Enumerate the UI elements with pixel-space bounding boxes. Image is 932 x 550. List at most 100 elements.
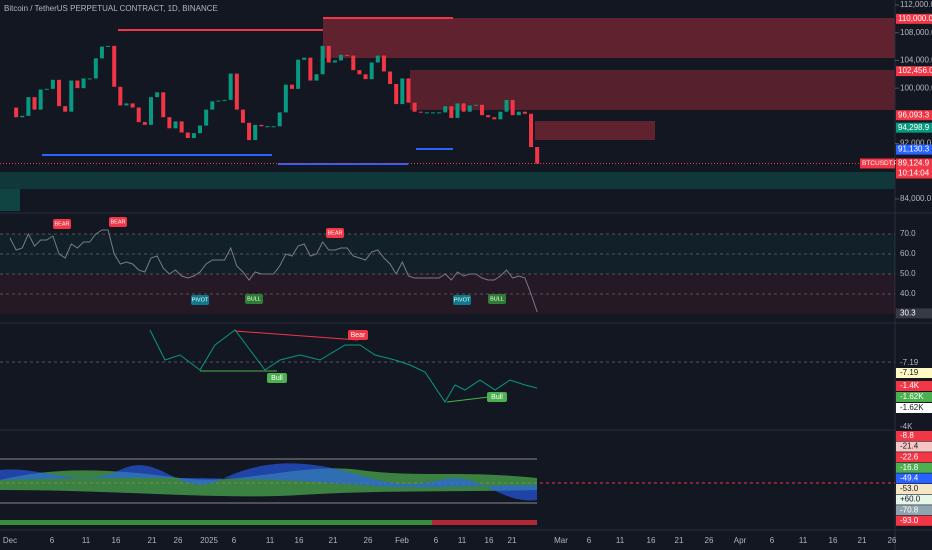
chart-title: Bitcoin / TetherUS PERPETUAL CONTRACT, 1… [4,4,218,13]
candle [400,78,405,105]
time-tick-label: 6 [587,536,592,545]
candle [210,101,215,110]
oscillator-wave [0,463,537,501]
candle [20,115,25,118]
candle [26,97,31,116]
divergence-label: Bull [491,394,503,401]
time-tick-label: 21 [675,536,684,545]
oscillator-tag [896,515,932,526]
candle [216,100,221,102]
candle [167,117,172,129]
demand-zone [0,189,20,211]
time-tick-label: 16 [829,536,838,545]
divergence-tag [896,368,932,378]
time-tick-label: 26 [705,536,714,545]
candle [357,70,362,75]
last-price-tag [896,158,932,179]
candle [369,62,374,80]
price-tick-label: 108,000.0 [900,28,932,37]
divergence-tag-label: -1.62K [900,392,924,401]
candle [480,104,485,116]
divergence-label: Bull [271,375,283,382]
rsi-signal [245,294,263,304]
price-tag [896,110,932,121]
time-tick-label: 16 [295,536,304,545]
candle [191,133,196,139]
oscillator-tag-label: -93.0 [900,516,919,525]
rsi-signal [191,295,209,305]
time-tick-label: 6 [232,536,237,545]
time-tick-label: 11 [616,536,625,545]
candle [148,97,153,125]
time-tick-label: 11 [799,536,808,545]
divergence-tag [896,392,932,402]
candle [259,124,264,127]
price-tag [896,144,932,155]
candle [326,45,331,63]
rsi-tick-label: 50.0 [900,269,916,278]
oscillator-tag [896,484,932,494]
supply-zone [535,121,655,140]
oscillator-tag-label: -49.4 [900,474,919,483]
rsi-signal [488,294,506,304]
rsi-signal [453,295,471,305]
time-tick-label: 16 [647,536,656,545]
candle [69,80,74,112]
candle [204,109,209,126]
candle [57,79,62,107]
divergence-tag-label: -4K [900,422,913,431]
divergence-tag [896,422,932,432]
divergence-tag-label: -1.62K [900,403,924,412]
price-tick-label: 100,000.0 [900,83,932,92]
candle [118,86,123,106]
rsi-tag-label: 30.3 [900,309,916,318]
candle [234,73,239,110]
price-tick-label: 112,000.0 [900,0,932,9]
price-tag-label: 94,298.9 [898,123,930,132]
rsi-line [9,229,538,313]
candle [161,92,166,118]
candle [228,73,233,100]
candle [38,89,43,110]
rsi-tag [896,308,932,319]
candle [504,99,509,112]
candle [522,111,527,114]
time-tick-label: 16 [485,536,494,545]
time-tick-label: Apr [734,536,747,545]
rsi-tick-label: 60.0 [900,249,916,258]
candle [50,79,55,89]
candle [455,103,460,118]
price-tag-label: 110,000.0 [898,14,932,23]
oscillator-tag [896,431,932,441]
candle [99,46,104,59]
candle [87,78,92,80]
candle [289,84,294,89]
oscillator-tag [896,505,932,516]
time-tick-label: Mar [554,536,568,545]
candle [363,74,368,80]
time-tick-label: 21 [858,536,867,545]
candle [185,132,190,139]
time-tick-label: 21 [508,536,517,545]
rsi-signal-label: BEAR [328,230,343,236]
oscillator-tag-label: -70.8 [900,505,919,514]
candle [406,78,411,103]
oscillator-tag [896,441,932,452]
candle [535,147,540,164]
last-price-symbol: BTCUSDT.P [862,160,898,167]
time-tick-label: 26 [174,536,183,545]
candle [314,74,319,81]
candle [510,99,515,116]
time-tick-label: 26 [888,536,897,545]
price-tag-label: 91,130.3 [898,145,930,154]
oscillator-tag-label: -53.0 [900,484,919,493]
divergence-line [149,329,538,403]
price-tick-label: 92,000.0 [900,139,932,148]
candle [173,121,178,129]
oscillator-tag [896,462,932,473]
candle [142,122,147,125]
candle [130,103,135,108]
last-price-symbol-tag [860,158,895,169]
oscillator-tag-label: +60.0 [900,495,921,504]
